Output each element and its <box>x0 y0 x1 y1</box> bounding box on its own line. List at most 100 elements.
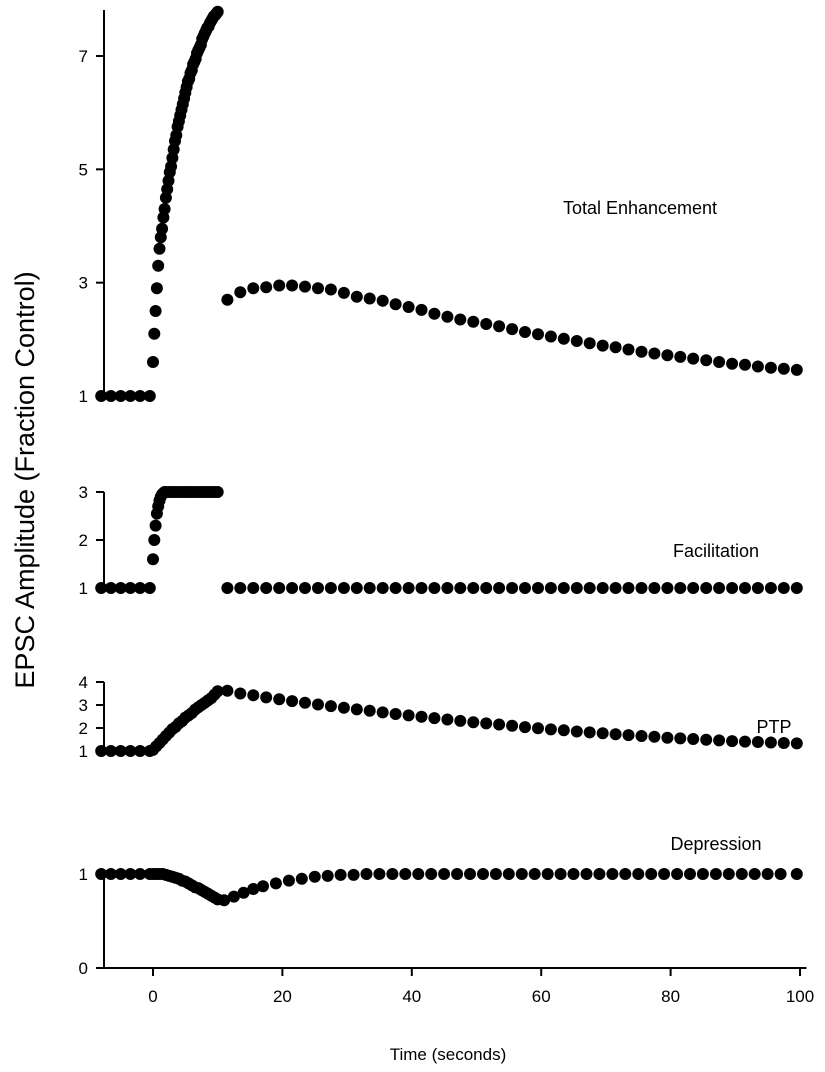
data-point <box>95 745 108 757</box>
data-point <box>114 390 127 402</box>
data-point <box>480 582 493 594</box>
data-point <box>609 728 622 741</box>
data-point <box>282 874 295 887</box>
data-point <box>286 695 299 708</box>
data-point <box>567 868 580 880</box>
data-point <box>480 717 493 730</box>
data-point <box>700 582 713 594</box>
data-point <box>260 281 273 294</box>
data-point <box>234 286 247 299</box>
data-point <box>415 582 428 594</box>
panel-2: 1 2 3 4 PTP <box>79 673 803 761</box>
data-point <box>583 582 596 594</box>
data-point <box>632 868 645 880</box>
data-point <box>777 737 790 749</box>
data-point <box>337 286 350 299</box>
data-point <box>324 283 337 296</box>
data-point <box>557 724 570 737</box>
data-point <box>751 582 764 594</box>
data-point <box>211 685 224 698</box>
data-point <box>428 712 441 725</box>
data-point <box>350 703 363 716</box>
data-point <box>441 713 454 726</box>
data-point <box>557 332 570 345</box>
data-point <box>684 868 696 880</box>
x-tick-label: 80 <box>661 987 680 1006</box>
data-point <box>134 582 147 594</box>
data-point <box>347 868 360 881</box>
data-point <box>777 582 790 594</box>
data-point <box>700 354 713 367</box>
data-point <box>147 356 159 368</box>
data-point <box>286 582 299 594</box>
data-point <box>234 687 247 700</box>
data-point <box>506 323 519 336</box>
data-point <box>273 582 286 594</box>
panels-group: 1 3 5 7 Total Enhancement 1 2 3 Facilitation 1 2 3 4… <box>79 5 803 978</box>
y-tick-label: 3 <box>79 696 88 715</box>
data-point <box>149 305 162 317</box>
data-point <box>114 868 127 880</box>
data-point <box>441 582 454 594</box>
data-point <box>519 326 531 338</box>
data-point <box>376 582 389 594</box>
data-point <box>438 868 451 880</box>
data-point <box>221 684 234 697</box>
data-point <box>713 734 726 747</box>
data-point <box>143 582 156 594</box>
data-point <box>363 292 376 305</box>
data-point <box>363 704 376 717</box>
data-point <box>152 259 165 272</box>
data-point <box>147 553 159 566</box>
data-point <box>622 343 635 356</box>
data-point <box>748 868 761 880</box>
y-tick-label: 4 <box>79 673 88 692</box>
x-axis-title: Time (seconds) <box>390 1045 507 1064</box>
data-point <box>451 868 464 880</box>
data-point <box>104 582 117 594</box>
data-point <box>739 735 751 748</box>
data-point <box>515 868 528 880</box>
data-point <box>150 282 163 295</box>
data-point <box>658 868 671 880</box>
data-point <box>761 868 774 880</box>
data-point <box>713 582 726 594</box>
y-tick-label: 2 <box>79 531 88 550</box>
data-point <box>124 582 137 594</box>
data-point <box>350 582 363 594</box>
data-point <box>661 582 674 594</box>
data-point <box>415 303 428 316</box>
data-point <box>696 868 709 880</box>
data-point <box>467 315 480 328</box>
y-tick-label: 5 <box>79 160 88 179</box>
y-axis-title: EPSC Amplitude (Fraction Control) <box>10 271 40 688</box>
data-point <box>389 708 402 720</box>
data-point <box>519 721 531 734</box>
data-point <box>580 868 593 880</box>
x-tick-label: 100 <box>786 987 814 1006</box>
data-point <box>286 279 299 292</box>
data-point <box>764 736 777 749</box>
data-point <box>386 868 399 880</box>
data-point <box>570 335 583 347</box>
data-point <box>635 730 648 742</box>
data-point <box>148 327 161 340</box>
data-point <box>726 582 739 594</box>
data-point <box>415 710 428 723</box>
data-point <box>645 868 658 880</box>
data-point <box>148 534 161 546</box>
data-point <box>619 868 632 880</box>
data-point <box>751 360 764 373</box>
data-point <box>609 582 622 594</box>
data-point <box>389 582 402 594</box>
data-point <box>506 582 519 594</box>
data-point <box>506 719 519 732</box>
data-point <box>544 330 557 343</box>
data-point <box>299 696 311 709</box>
data-point <box>464 868 476 880</box>
data-point <box>312 698 324 711</box>
data-point <box>541 868 554 880</box>
data-point <box>124 745 137 757</box>
data-point <box>402 709 415 722</box>
